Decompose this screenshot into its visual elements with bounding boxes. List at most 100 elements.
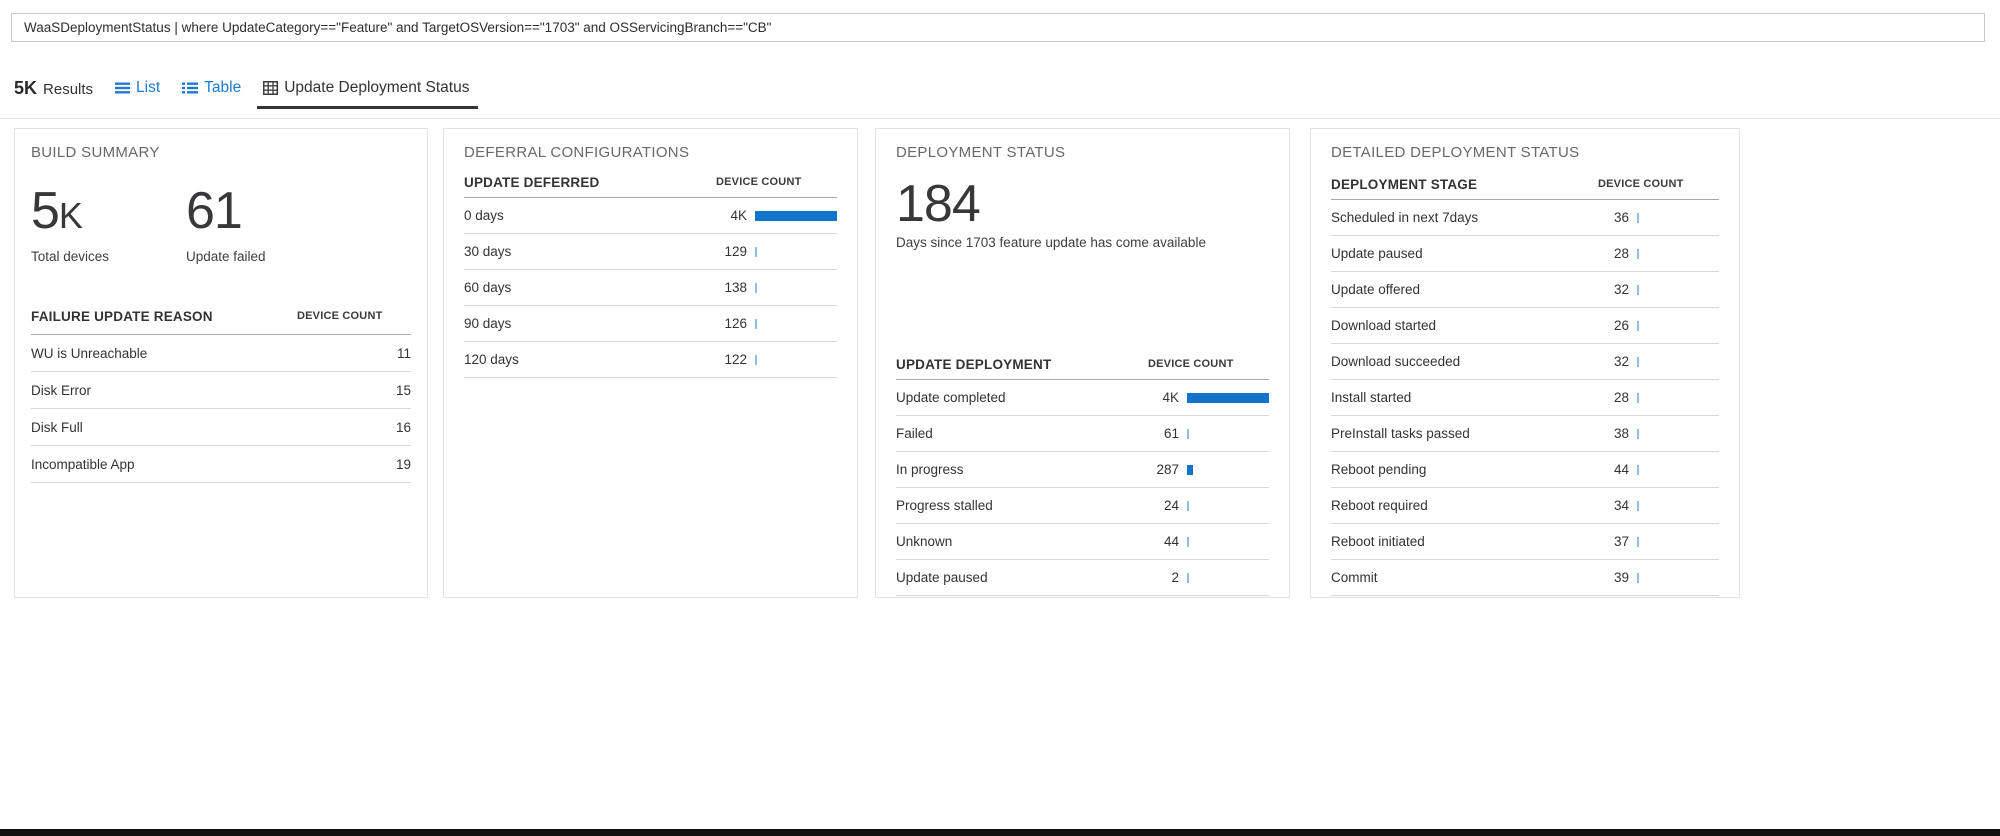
results-count: 5K Results (14, 78, 93, 99)
row-label: Update paused (896, 570, 988, 585)
row-value: 44 (1613, 462, 1629, 477)
row-label: PreInstall tasks passed (1331, 426, 1470, 441)
table-header-row: UPDATE DEFERRED DEVICE COUNT (464, 167, 837, 198)
device-count-bar (1179, 536, 1269, 547)
column-header: DEVICE COUNT (716, 176, 802, 188)
table-row[interactable]: Reboot required 34 (1331, 488, 1719, 524)
failure-reason-table: FAILURE UPDATE REASON DEVICE COUNT WU is U… (31, 298, 411, 483)
table-row[interactable]: Unknown 44 (896, 524, 1269, 560)
table-row[interactable]: Update completed 4K (896, 380, 1269, 416)
results-tabbar: 5K Results List Table (14, 72, 479, 109)
table-row[interactable]: 90 days 126 (464, 306, 837, 342)
update-failed-value: 61 (186, 182, 243, 240)
device-count-bar (1629, 428, 1719, 439)
row-value: 28 (1613, 390, 1629, 405)
row-value: 287 (1156, 462, 1179, 477)
row-value: 15 (395, 382, 411, 398)
row-value: 19 (395, 456, 411, 472)
table-row[interactable]: Reboot pending 44 (1331, 452, 1719, 488)
days-since-metric: 184 Days since 1703 feature update has c… (896, 175, 1269, 253)
tab-table[interactable]: Table (182, 72, 241, 104)
table-row[interactable]: 60 days 138 (464, 270, 837, 306)
row-value: 37 (1613, 534, 1629, 549)
query-input[interactable] (11, 13, 1985, 42)
row-label: Reboot required (1331, 498, 1428, 513)
days-since-value: 184 (896, 175, 981, 233)
table-row[interactable]: Commit 39 (1331, 560, 1719, 596)
device-count-bar (1629, 392, 1719, 403)
row-label: Update offered (1331, 282, 1421, 297)
table-header-row: UPDATE DEPLOYMENT DEVICE COUNT (896, 349, 1269, 380)
total-devices-label: Total devices (31, 249, 110, 264)
table-row[interactable]: 30 days 129 (464, 234, 837, 270)
table-row[interactable]: Install started 28 (1331, 380, 1719, 416)
row-label: Commit (1331, 570, 1378, 585)
table-row[interactable]: PreInstall tasks passed 38 (1331, 416, 1719, 452)
device-count-bar (1179, 464, 1269, 475)
row-label: 30 days (464, 244, 512, 259)
deployment-status-card: DEPLOYMENT STATUS 184 Days since 1703 fe… (875, 128, 1290, 598)
table-row[interactable]: Reboot initiated 37 (1331, 524, 1719, 560)
table-header-row: FAILURE UPDATE REASON DEVICE COUNT (31, 298, 411, 335)
table-row[interactable]: Update paused 28 (1331, 236, 1719, 272)
column-header: UPDATE DEFERRED (464, 174, 600, 190)
row-value: 28 (1613, 246, 1629, 261)
row-value: 26 (1613, 318, 1629, 333)
row-value: 16 (395, 419, 411, 435)
device-count-bar (747, 354, 837, 365)
device-count-bar (1179, 428, 1269, 439)
device-count-bar (1629, 248, 1719, 259)
table-row[interactable]: Update paused 2 (896, 560, 1269, 596)
table-row[interactable]: Disk Error 15 (31, 372, 411, 409)
column-header: DEVICE COUNT (297, 310, 383, 322)
column-header: DEPLOYMENT STAGE (1331, 176, 1478, 192)
table-row[interactable]: Disk Full 16 (31, 409, 411, 446)
table-row[interactable]: Download succeeded 32 (1331, 344, 1719, 380)
row-value: 32 (1613, 354, 1629, 369)
tab-update-deployment-status[interactable]: Update Deployment Status (257, 72, 479, 109)
update-deferred-table: UPDATE DEFERRED DEVICE COUNT 0 days 4K 30 da… (464, 167, 837, 378)
table-row[interactable]: Incompatible App 19 (31, 446, 411, 483)
card-title: BUILD SUMMARY (31, 144, 160, 161)
device-count-bar (1179, 500, 1269, 511)
device-count-bar (747, 210, 837, 221)
row-value: 61 (1163, 426, 1179, 441)
device-count-bar (747, 282, 837, 293)
row-value: 4K (1162, 390, 1179, 405)
row-label: Install started (1331, 390, 1412, 405)
table-row[interactable]: Download started 26 (1331, 308, 1719, 344)
device-count-bar (1629, 284, 1719, 295)
row-label: 120 days (464, 352, 519, 367)
table-row[interactable]: WU is Unreachable 11 (31, 335, 411, 372)
table-row[interactable]: Update offered 32 (1331, 272, 1719, 308)
row-label: Reboot initiated (1331, 534, 1425, 549)
row-label: Progress stalled (896, 498, 993, 513)
total-devices-value: 5 (31, 182, 60, 240)
row-label: Unknown (896, 534, 953, 549)
table-row[interactable]: Progress stalled 24 (896, 488, 1269, 524)
tab-list[interactable]: List (115, 72, 160, 104)
device-count-bar (1629, 536, 1719, 547)
results-count-label: Results (43, 80, 94, 98)
row-label: Reboot pending (1331, 462, 1427, 477)
table-row[interactable]: In progress 287 (896, 452, 1269, 488)
deferral-configurations-card: DEFERRAL CONFIGURATIONS UPDATE DEFERRED D… (443, 128, 858, 598)
device-count-bar (1629, 500, 1719, 511)
row-label: 0 days (464, 208, 504, 223)
table-row[interactable]: 120 days 122 (464, 342, 837, 378)
table-row[interactable]: Scheduled in next 7days 36 (1331, 200, 1719, 236)
column-header: FAILURE UPDATE REASON (31, 308, 213, 324)
list-icon (115, 82, 131, 94)
table-row[interactable]: Failed 61 (896, 416, 1269, 452)
device-count-bar (1629, 212, 1719, 223)
row-label: Incompatible App (31, 456, 135, 472)
row-label: 60 days (464, 280, 512, 295)
column-header: DEVICE COUNT (1148, 358, 1234, 370)
tab-table-label: Table (204, 79, 242, 96)
table-row[interactable]: 0 days 4K (464, 198, 837, 234)
days-since-label: Days since 1703 feature update has come … (896, 235, 1206, 250)
row-label: Update paused (1331, 246, 1423, 261)
build-summary-card: BUILD SUMMARY 5K Total devices 61 Update… (14, 128, 428, 598)
row-label: Failed (896, 426, 933, 441)
